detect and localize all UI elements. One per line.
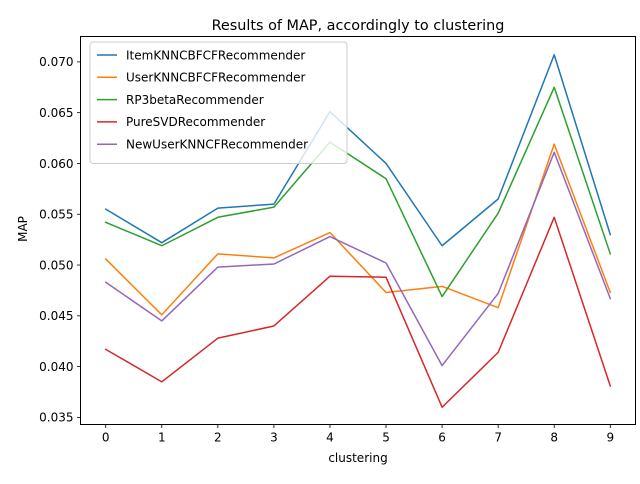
- legend-label-1: UserKNNCBFCFRecommender: [126, 71, 305, 85]
- x-tick-label: 2: [214, 431, 222, 445]
- legend: ItemKNNCBFCFRecommender UserKNNCBFCFRecom…: [89, 41, 348, 164]
- y-tick-label: 0.070: [39, 55, 73, 69]
- y-tick-label: 0.050: [39, 258, 73, 272]
- legend-label-4: NewUserKNNCFRecommender: [126, 138, 308, 152]
- x-tick-label: 6: [438, 431, 446, 445]
- series-lines: [104, 54, 612, 408]
- x-tick-label: 7: [494, 431, 502, 445]
- series-line-2: [104, 86, 612, 298]
- x-tick-label: 0: [102, 431, 110, 445]
- axis-ticks: 0 1 2 3 4 5 6 7 8 9 0.035 0.040 0.045 0.050 0.055 0.060…: [39, 55, 614, 444]
- y-tick-label: 0.035: [39, 411, 73, 425]
- legend-label-0: ItemKNNCBFCFRecommender: [126, 48, 305, 62]
- chart-title: Results of MAP, accordingly to clusterin…: [212, 18, 505, 34]
- x-tick-label: 1: [158, 431, 166, 445]
- legend-label-3: PureSVDRecommender: [126, 115, 265, 129]
- y-tick-label: 0.045: [39, 309, 73, 323]
- series-line-4: [104, 151, 612, 367]
- x-tick-label: 4: [326, 431, 334, 445]
- series-line-1: [104, 143, 612, 316]
- x-tick-label: 8: [550, 431, 558, 445]
- y-tick-label: 0.040: [39, 360, 73, 374]
- y-tick-label: 0.065: [39, 106, 73, 120]
- legend-label-2: RP3betaRecommender: [126, 93, 264, 107]
- y-tick-label: 0.055: [39, 208, 73, 222]
- series-line-0: [104, 54, 612, 247]
- y-tick-label: 0.060: [39, 157, 73, 171]
- series-line-3: [104, 216, 612, 408]
- x-tick-label: 9: [606, 431, 614, 445]
- x-axis-label: clustering: [328, 451, 387, 465]
- x-tick-label: 3: [270, 431, 278, 445]
- x-tick-label: 5: [382, 431, 390, 445]
- plot-frame: [80, 36, 636, 425]
- y-axis-label: MAP: [16, 216, 30, 242]
- legend-box: [89, 41, 348, 164]
